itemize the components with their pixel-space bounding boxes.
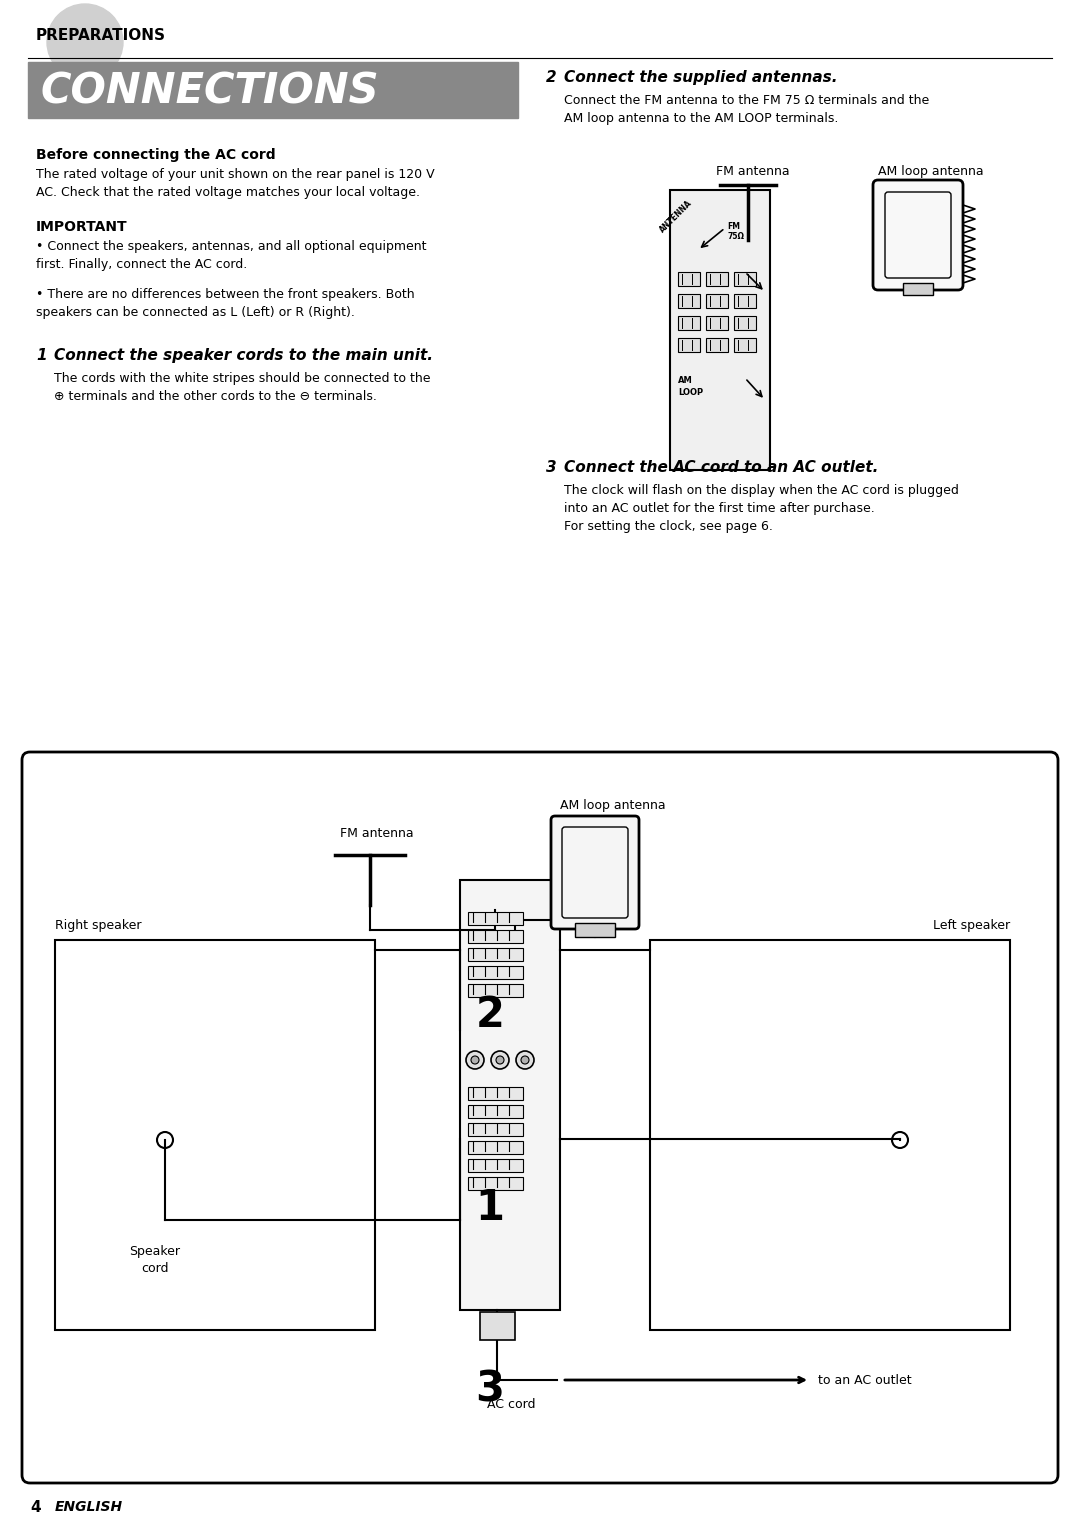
Bar — [480, 1312, 515, 1340]
Bar — [734, 337, 756, 353]
Bar — [55, 940, 375, 1331]
Bar — [706, 316, 728, 330]
Text: • Connect the speakers, antennas, and all optional equipment
first. Finally, con: • Connect the speakers, antennas, and al… — [36, 240, 427, 272]
Bar — [678, 337, 700, 353]
Bar — [678, 316, 700, 330]
Text: 1: 1 — [36, 348, 46, 363]
Text: The clock will flash on the display when the AC cord is plugged
into an AC outle: The clock will flash on the display when… — [564, 484, 959, 533]
Text: FM antenna: FM antenna — [716, 165, 789, 179]
Text: AM loop antenna: AM loop antenna — [561, 800, 665, 812]
Text: 3: 3 — [546, 459, 556, 475]
Bar — [678, 272, 700, 285]
Text: to an AC outlet: to an AC outlet — [818, 1373, 912, 1387]
Text: The rated voltage of your unit shown on the rear panel is 120 V
AC. Check that t: The rated voltage of your unit shown on … — [36, 168, 434, 198]
Bar — [734, 272, 756, 285]
Text: 3: 3 — [475, 1369, 504, 1412]
Text: AC cord: AC cord — [487, 1398, 536, 1412]
FancyBboxPatch shape — [22, 752, 1058, 1483]
Circle shape — [496, 1056, 504, 1064]
Text: Connect the speaker cords to the main unit.: Connect the speaker cords to the main un… — [54, 348, 433, 363]
Bar — [706, 337, 728, 353]
Circle shape — [471, 1056, 480, 1064]
Text: Connect the supplied antennas.: Connect the supplied antennas. — [564, 70, 837, 85]
Bar — [706, 295, 728, 308]
Bar — [468, 1160, 523, 1172]
Text: Before connecting the AC cord: Before connecting the AC cord — [36, 148, 275, 162]
Bar — [468, 966, 523, 980]
Text: Right speaker: Right speaker — [55, 919, 141, 932]
Text: 1: 1 — [475, 1187, 504, 1228]
FancyBboxPatch shape — [873, 180, 963, 290]
Bar — [460, 881, 561, 1309]
Bar — [468, 948, 523, 961]
Text: AM: AM — [678, 375, 692, 385]
Text: IMPORTANT: IMPORTANT — [36, 220, 127, 233]
Text: Connect the AC cord to an AC outlet.: Connect the AC cord to an AC outlet. — [564, 459, 878, 475]
Text: LOOP: LOOP — [678, 388, 703, 397]
Text: FM
75Ω: FM 75Ω — [727, 221, 744, 241]
Text: CONNECTIONS: CONNECTIONS — [40, 72, 379, 113]
Text: Left speaker: Left speaker — [933, 919, 1010, 932]
Text: 2: 2 — [475, 993, 504, 1036]
Bar — [650, 940, 1010, 1331]
Text: 4: 4 — [30, 1500, 41, 1515]
Circle shape — [48, 5, 123, 79]
Bar — [468, 929, 523, 943]
Bar — [468, 1105, 523, 1119]
Text: PREPARATIONS: PREPARATIONS — [36, 27, 166, 43]
Text: ANTENNA: ANTENNA — [658, 198, 694, 233]
Bar — [670, 191, 770, 470]
Bar — [468, 1141, 523, 1154]
FancyBboxPatch shape — [551, 816, 639, 929]
Bar — [468, 1123, 523, 1135]
Text: FM antenna: FM antenna — [340, 827, 414, 839]
Text: ⊕ terminals and the other cords to the ⊖ terminals.: ⊕ terminals and the other cords to the ⊖… — [54, 391, 377, 403]
Bar — [903, 282, 933, 295]
Bar — [575, 923, 615, 937]
Bar — [706, 272, 728, 285]
Bar — [734, 316, 756, 330]
Text: Speaker
cord: Speaker cord — [130, 1245, 180, 1276]
Bar — [28, 63, 518, 118]
Circle shape — [465, 1051, 484, 1070]
Circle shape — [521, 1056, 529, 1064]
Text: • There are no differences between the front speakers. Both
speakers can be conn: • There are no differences between the f… — [36, 288, 415, 319]
Bar — [734, 295, 756, 308]
Bar — [678, 295, 700, 308]
Circle shape — [491, 1051, 509, 1070]
Bar — [468, 1177, 523, 1190]
Text: AM loop antenna: AM loop antenna — [878, 165, 984, 179]
Text: Connect the FM antenna to the FM 75 Ω terminals and the
AM loop antenna to the A: Connect the FM antenna to the FM 75 Ω te… — [564, 95, 929, 125]
Text: 2: 2 — [546, 70, 556, 85]
Bar — [468, 913, 523, 925]
Text: ENGLISH: ENGLISH — [55, 1500, 123, 1514]
Circle shape — [516, 1051, 534, 1070]
Text: The cords with the white stripes should be connected to the: The cords with the white stripes should … — [54, 372, 431, 385]
Bar — [468, 1087, 523, 1100]
Bar — [468, 984, 523, 996]
